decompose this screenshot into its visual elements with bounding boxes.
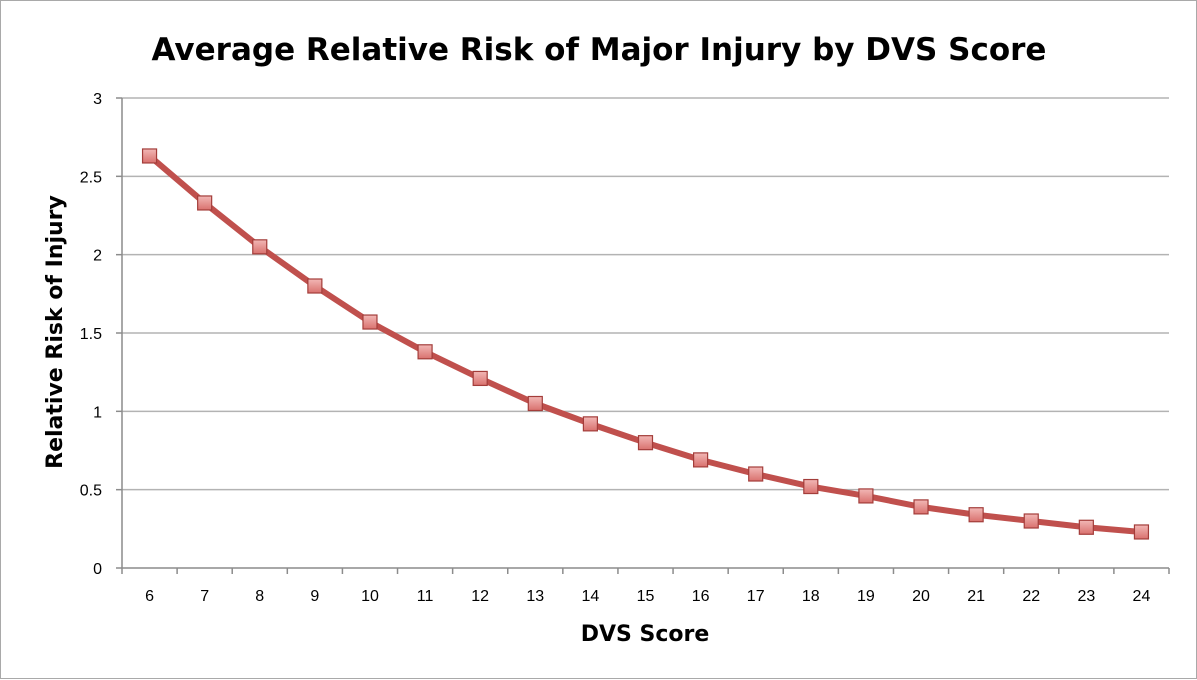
- grid-lines: [122, 97, 1169, 491]
- data-point-marker: [362, 314, 378, 330]
- y-tick-label: 0: [93, 561, 102, 578]
- y-axis-title: Relative Risk of Injury: [43, 195, 68, 469]
- data-point-marker: [252, 239, 268, 255]
- x-tick-label: 17: [747, 588, 765, 605]
- y-tick-label: 3: [93, 91, 102, 108]
- data-point-marker: [968, 507, 984, 523]
- x-tick-label: 8: [255, 588, 264, 605]
- x-tick-label: 21: [967, 588, 985, 605]
- data-point-marker: [141, 148, 158, 164]
- x-axis-title: DVS Score: [581, 622, 710, 647]
- series-line: [146, 152, 1145, 535]
- x-tick-label: 7: [200, 588, 209, 605]
- series-markers: [141, 148, 1150, 540]
- y-tick-label: 2.5: [80, 169, 102, 186]
- data-point-marker: [472, 370, 488, 387]
- y-tick-labels: 0 0.5 1 1.5 2 2.5 3: [80, 91, 102, 578]
- data-point-marker: [582, 416, 598, 432]
- x-tick-label: 16: [692, 588, 710, 605]
- data-point-marker: [637, 435, 654, 451]
- data-point-marker: [913, 499, 929, 515]
- y-tick-label: 2: [93, 248, 102, 265]
- data-point-marker: [197, 195, 213, 211]
- x-tick-label: 19: [857, 588, 875, 605]
- x-tick-label: 18: [802, 588, 820, 605]
- x-tick-label: 24: [1133, 588, 1151, 605]
- x-tick-label: 12: [471, 588, 489, 605]
- data-point-marker: [693, 452, 709, 468]
- data-point-marker: [307, 278, 323, 294]
- x-tick-label: 15: [637, 588, 655, 605]
- data-point-marker: [417, 344, 433, 360]
- x-tick-label: 23: [1077, 588, 1095, 605]
- y-tick-label: 0.5: [80, 483, 102, 500]
- series-line: [146, 152, 1145, 535]
- x-tick-label: 9: [310, 588, 319, 605]
- data-point-marker: [527, 395, 543, 412]
- x-tick-label: 22: [1022, 588, 1040, 605]
- data-point-marker: [1133, 524, 1150, 540]
- data-point-marker: [858, 488, 874, 504]
- y-tick-label: 1.5: [80, 326, 102, 343]
- data-point-marker: [803, 478, 819, 495]
- data-point-marker: [1078, 519, 1094, 535]
- chart-title: Average Relative Risk of Major Injury by…: [152, 32, 1047, 68]
- data-point-marker: [1023, 513, 1039, 529]
- x-tick-labels: 6 7 8 9 10 11 12 13 14 15 16 17 18 19 20 21 22 23 24: [145, 588, 1150, 605]
- x-tick-label: 6: [145, 588, 154, 605]
- data-point-marker: [748, 466, 764, 482]
- y-tick-label: 1: [93, 404, 102, 421]
- x-tick-label: 13: [526, 588, 544, 605]
- x-tick-label: 14: [581, 588, 599, 605]
- x-tick-label: 10: [361, 588, 379, 605]
- x-tick-label: 20: [912, 588, 930, 605]
- axes: [116, 97, 1170, 574]
- x-tick-label: 11: [417, 588, 434, 605]
